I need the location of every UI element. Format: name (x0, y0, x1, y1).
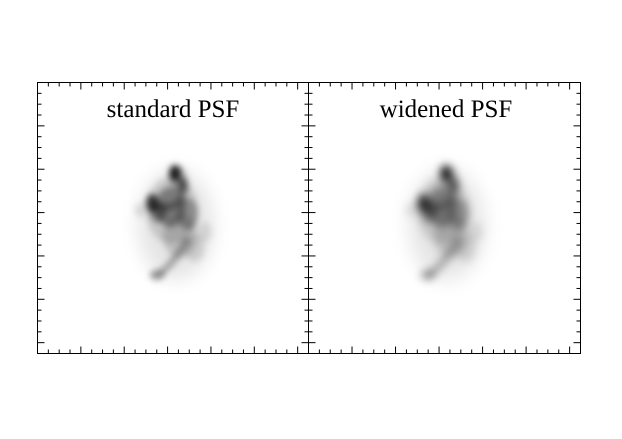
panel-standard-psf: standard PSF (37, 82, 309, 354)
panel-title: standard PSF (107, 96, 240, 123)
tick-marks (308, 82, 581, 354)
panel-title: widened PSF (380, 96, 513, 123)
panel-frame (308, 82, 581, 354)
galaxy-image (406, 165, 485, 280)
tick-marks (37, 82, 309, 354)
galaxy-image (135, 165, 214, 280)
panel-widened-psf: widened PSF (308, 82, 581, 354)
